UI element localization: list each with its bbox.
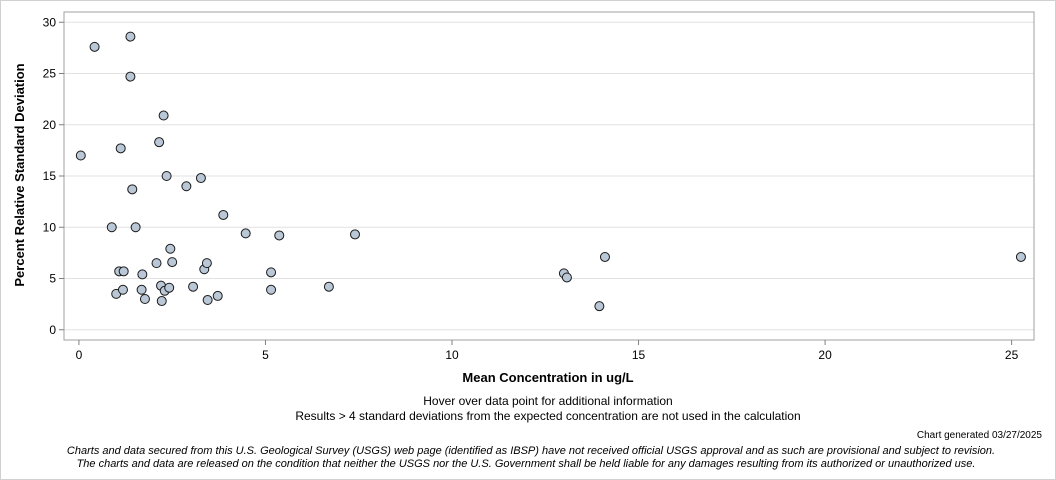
data-point[interactable] — [154, 137, 165, 148]
data-point[interactable] — [188, 281, 199, 292]
data-point[interactable] — [561, 272, 572, 283]
data-point[interactable] — [164, 282, 175, 293]
data-point[interactable] — [127, 184, 138, 195]
data-point[interactable] — [156, 296, 167, 307]
data-point[interactable] — [75, 150, 86, 161]
y-tick-label: 0 — [49, 323, 56, 337]
data-point[interactable] — [202, 295, 213, 306]
data-point[interactable] — [106, 222, 117, 233]
y-tick-label: 5 — [49, 272, 56, 286]
x-tick-label: 0 — [76, 348, 83, 362]
y-tick-label: 20 — [43, 118, 57, 132]
data-point[interactable] — [130, 222, 141, 233]
data-point[interactable] — [195, 173, 206, 184]
data-point[interactable] — [139, 294, 150, 304]
data-point[interactable] — [136, 284, 147, 295]
data-point[interactable] — [118, 266, 129, 277]
data-point[interactable] — [137, 269, 148, 280]
gridlines — [64, 21, 1034, 331]
data-point[interactable] — [151, 258, 162, 269]
data-point[interactable] — [218, 209, 229, 220]
data-point[interactable] — [125, 71, 136, 82]
data-point[interactable] — [201, 258, 212, 269]
y-tick-label: 25 — [43, 67, 57, 81]
y-tick-label: 15 — [43, 169, 57, 183]
y-tick-label: 30 — [43, 15, 57, 29]
data-point[interactable] — [240, 228, 251, 239]
data-point[interactable] — [165, 243, 176, 254]
data-point[interactable] — [181, 181, 192, 192]
data-point[interactable] — [125, 31, 136, 42]
data-point[interactable] — [266, 267, 277, 278]
data-point[interactable] — [117, 284, 128, 295]
data-point[interactable] — [323, 281, 334, 292]
data-point[interactable] — [350, 229, 360, 240]
x-tick-label: 5 — [262, 348, 269, 362]
generated-date: Chart generated 03/27/2025 — [917, 430, 1043, 441]
data-point[interactable] — [89, 41, 100, 52]
data-point[interactable] — [274, 230, 285, 241]
hover-note: Hover over data point for additional inf… — [423, 394, 672, 408]
data-point[interactable] — [115, 143, 126, 154]
x-axis-title: Mean Concentration in ug/L — [462, 370, 633, 385]
data-point[interactable] — [212, 290, 223, 301]
x-axis: 0 5 10 15 20 25 — [76, 340, 1019, 362]
data-point[interactable] — [266, 284, 277, 295]
y-axis-title: Percent Relative Standard Deviation — [12, 63, 27, 286]
disclaimer-line-1: Charts and data secured from this U.S. G… — [67, 445, 995, 457]
disclaimer-line-2: The charts and data are released on the … — [77, 458, 976, 470]
results-note: Results > 4 standard deviations from the… — [295, 409, 800, 423]
x-tick-label: 15 — [632, 348, 646, 362]
x-tick-label: 25 — [1005, 348, 1019, 362]
x-tick-label: 10 — [445, 348, 459, 362]
y-tick-label: 10 — [43, 220, 57, 234]
data-point[interactable] — [1015, 251, 1026, 262]
data-point[interactable] — [161, 171, 172, 181]
data-point[interactable] — [599, 251, 610, 262]
data-point[interactable] — [158, 110, 169, 121]
data-point[interactable] — [594, 301, 605, 312]
y-axis: 0 5 10 15 20 25 30 — [43, 15, 64, 337]
data-points — [75, 31, 1026, 312]
x-tick-label: 20 — [818, 348, 832, 362]
data-point[interactable] — [167, 257, 178, 268]
